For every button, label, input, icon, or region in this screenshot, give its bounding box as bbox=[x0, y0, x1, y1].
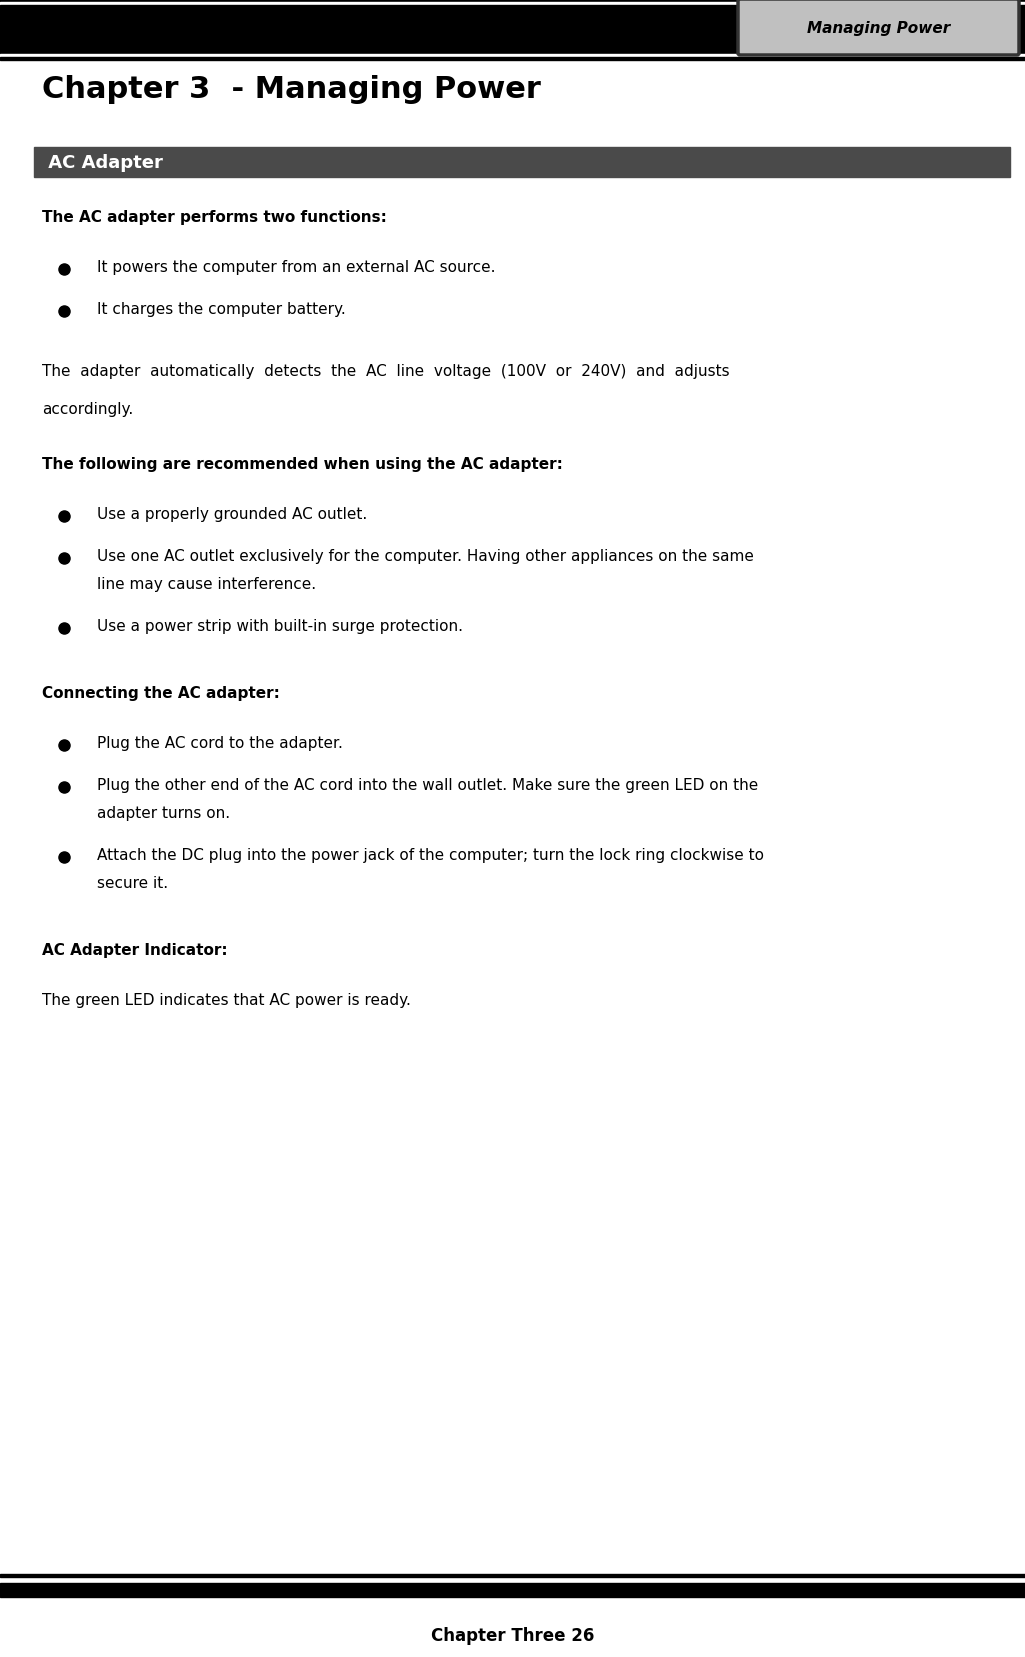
Text: secure it.: secure it. bbox=[97, 875, 168, 890]
Text: AC Adapter Indicator:: AC Adapter Indicator: bbox=[42, 943, 228, 958]
Text: Chapter 3  - Managing Power: Chapter 3 - Managing Power bbox=[42, 75, 541, 104]
Text: Use one AC outlet exclusively for the computer. Having other appliances on the s: Use one AC outlet exclusively for the co… bbox=[97, 548, 753, 563]
Text: Plug the other end of the AC cord into the wall outlet. Make sure the green LED : Plug the other end of the AC cord into t… bbox=[97, 777, 758, 792]
Bar bbox=[0, 7, 1025, 55]
Bar bbox=[0, 55, 1025, 58]
Bar bbox=[0, 1574, 1025, 1577]
Text: It powers the computer from an external AC source.: It powers the computer from an external … bbox=[97, 260, 495, 275]
Text: The following are recommended when using the AC adapter:: The following are recommended when using… bbox=[42, 457, 563, 472]
Text: The AC adapter performs two functions:: The AC adapter performs two functions: bbox=[42, 210, 386, 225]
Text: The  adapter  automatically  detects  the  AC  line  voltage  (100V  or  240V)  : The adapter automatically detects the AC… bbox=[42, 365, 730, 379]
Text: adapter turns on.: adapter turns on. bbox=[97, 805, 231, 820]
Text: accordingly.: accordingly. bbox=[42, 401, 133, 418]
Text: line may cause interference.: line may cause interference. bbox=[97, 577, 316, 592]
Bar bbox=[0, 3, 1025, 7]
Bar bbox=[0, 1577, 1025, 1581]
Bar bbox=[0, 0, 1025, 3]
Text: Use a properly grounded AC outlet.: Use a properly grounded AC outlet. bbox=[97, 507, 367, 522]
Text: Attach the DC plug into the power jack of the computer; turn the lock ring clock: Attach the DC plug into the power jack o… bbox=[97, 847, 764, 863]
Text: Use a power strip with built-in surge protection.: Use a power strip with built-in surge pr… bbox=[97, 618, 463, 633]
Text: Connecting the AC adapter:: Connecting the AC adapter: bbox=[42, 686, 280, 701]
Text: It charges the computer battery.: It charges the computer battery. bbox=[97, 302, 345, 316]
Text: AC Adapter: AC Adapter bbox=[42, 154, 163, 172]
Text: Chapter Three 26: Chapter Three 26 bbox=[430, 1626, 594, 1644]
Text: Managing Power: Managing Power bbox=[807, 20, 950, 35]
Bar bbox=[34, 147, 1010, 177]
Text: Plug the AC cord to the adapter.: Plug the AC cord to the adapter. bbox=[97, 736, 343, 751]
Bar bbox=[0, 1582, 1025, 1597]
FancyBboxPatch shape bbox=[738, 0, 1019, 56]
Bar bbox=[0, 58, 1025, 61]
Text: The green LED indicates that AC power is ready.: The green LED indicates that AC power is… bbox=[42, 993, 411, 1007]
